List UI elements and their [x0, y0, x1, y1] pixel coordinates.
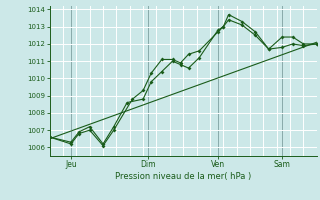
X-axis label: Pression niveau de la mer( hPa ): Pression niveau de la mer( hPa ): [115, 172, 251, 181]
